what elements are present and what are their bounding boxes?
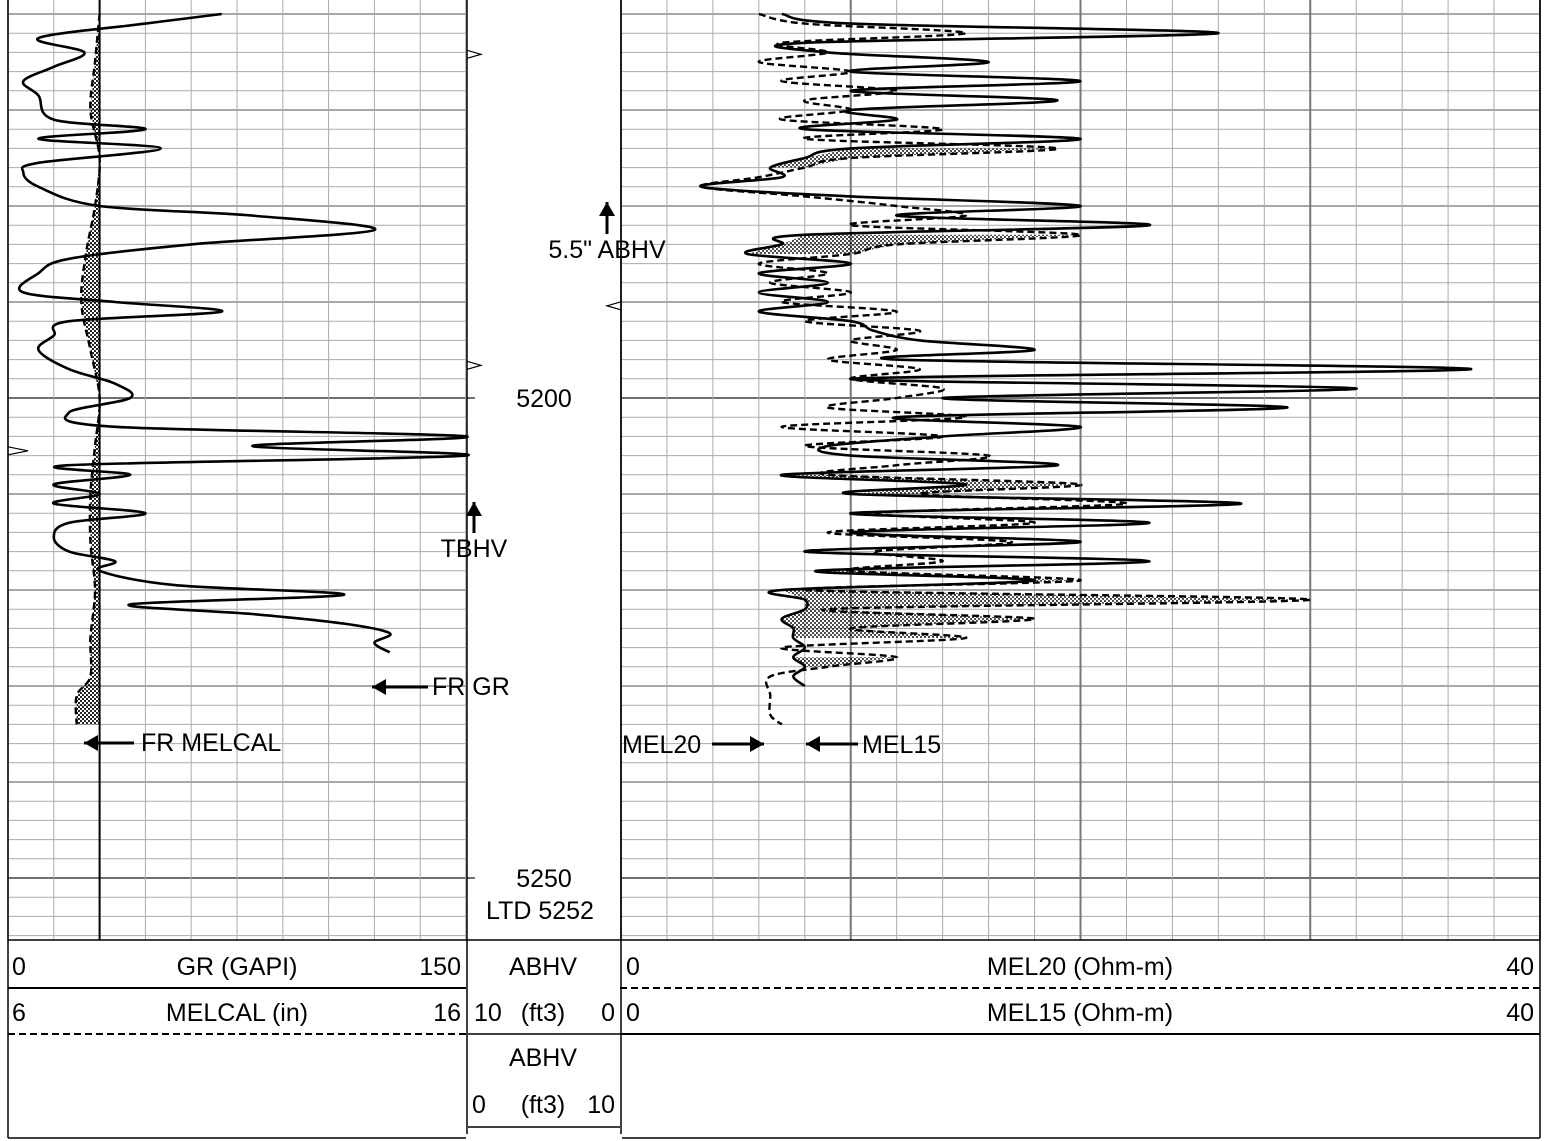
abhv-scale2-max: 10 bbox=[587, 1091, 615, 1119]
mel15-scale-max: 40 bbox=[1506, 999, 1534, 1027]
melcal-scale-max: 16 bbox=[433, 999, 461, 1027]
mel20-annotation: MEL20 bbox=[622, 731, 701, 759]
abhv-scale2-unit: (ft3) bbox=[521, 1091, 565, 1119]
log-header bbox=[7, 939, 1541, 1139]
mel-separation-fill bbox=[793, 657, 897, 667]
mel20-arrow-head bbox=[750, 736, 764, 752]
abhv-marker-label: 5.5" ABHV bbox=[548, 236, 666, 264]
abhv-arrow-head bbox=[599, 202, 615, 216]
depth-label-5200: 5200 bbox=[516, 385, 572, 413]
mel-separation-fill bbox=[850, 484, 1081, 494]
depth-label-5250: 5250 bbox=[516, 865, 572, 893]
abhv-flag bbox=[466, 49, 484, 59]
abhv-scale1-min: 10 bbox=[474, 999, 502, 1027]
mel-separation-fill bbox=[781, 234, 1081, 245]
fr-melcal-label: FR MELCAL bbox=[141, 729, 281, 757]
mel-separation-fill bbox=[804, 148, 1058, 158]
melcal-curve bbox=[74, 13, 101, 725]
mel-separation-fill bbox=[781, 609, 1035, 619]
melcal-scale-min: 6 bbox=[12, 999, 26, 1027]
abhv-scale1-max: 0 bbox=[601, 999, 615, 1027]
abhv-bottom-label: ABHV bbox=[509, 1044, 577, 1072]
gr-scale-min: 0 bbox=[12, 953, 26, 981]
fr-melcal-arrow-head bbox=[84, 735, 98, 751]
mel-separation-fill bbox=[804, 599, 1311, 610]
mel-separation-fill bbox=[747, 244, 897, 254]
mel20-curve bbox=[699, 12, 1312, 726]
mel15-arrow-head bbox=[806, 736, 820, 752]
mel15-curve bbox=[699, 12, 1473, 688]
mel-separation-fill bbox=[781, 580, 1081, 590]
abhv-scale2-min: 0 bbox=[472, 1091, 486, 1119]
mel15-annotation: MEL15 bbox=[862, 731, 941, 759]
abhv-top-label: ABHV bbox=[509, 953, 577, 981]
fr-gr-arrow-head bbox=[372, 679, 386, 695]
mel-separation-fill bbox=[793, 628, 966, 638]
abhv-flag bbox=[466, 360, 484, 370]
mel15-curve-label: MEL15 (Ohm-m) bbox=[987, 999, 1173, 1027]
mel-separation-fill bbox=[816, 570, 1081, 581]
mel-separation-fill bbox=[770, 158, 851, 168]
tbhv-arrow-head bbox=[466, 502, 482, 516]
tbhv-marker-label: TBHV bbox=[441, 535, 508, 563]
mel20-scale-min: 0 bbox=[626, 953, 640, 981]
mel20-scale-max: 40 bbox=[1506, 953, 1534, 981]
fr-gr-label: FR GR bbox=[432, 673, 510, 701]
melcal-fill bbox=[76, 14, 100, 725]
gr-flag bbox=[7, 446, 29, 456]
mel-separation-fill bbox=[781, 618, 1035, 629]
mel-separation-fill bbox=[781, 474, 1081, 485]
abhv-scale1-unit: (ft3) bbox=[521, 999, 565, 1027]
ltd-label: LTD 5252 bbox=[486, 897, 594, 925]
curves bbox=[17, 0, 1473, 940]
gr-curve-label: GR (GAPI) bbox=[177, 953, 298, 981]
annotation-arrows bbox=[7, 49, 858, 752]
mel15-scale-min: 0 bbox=[626, 999, 640, 1027]
mel20-curve-label: MEL20 (Ohm-m) bbox=[987, 953, 1173, 981]
gr-curve bbox=[17, 12, 470, 654]
gr-scale-max: 150 bbox=[419, 953, 461, 981]
melcal-curve-label: MELCAL (in) bbox=[166, 999, 308, 1027]
abhv-flag bbox=[604, 301, 622, 311]
mel-separation-fill bbox=[781, 590, 1311, 600]
